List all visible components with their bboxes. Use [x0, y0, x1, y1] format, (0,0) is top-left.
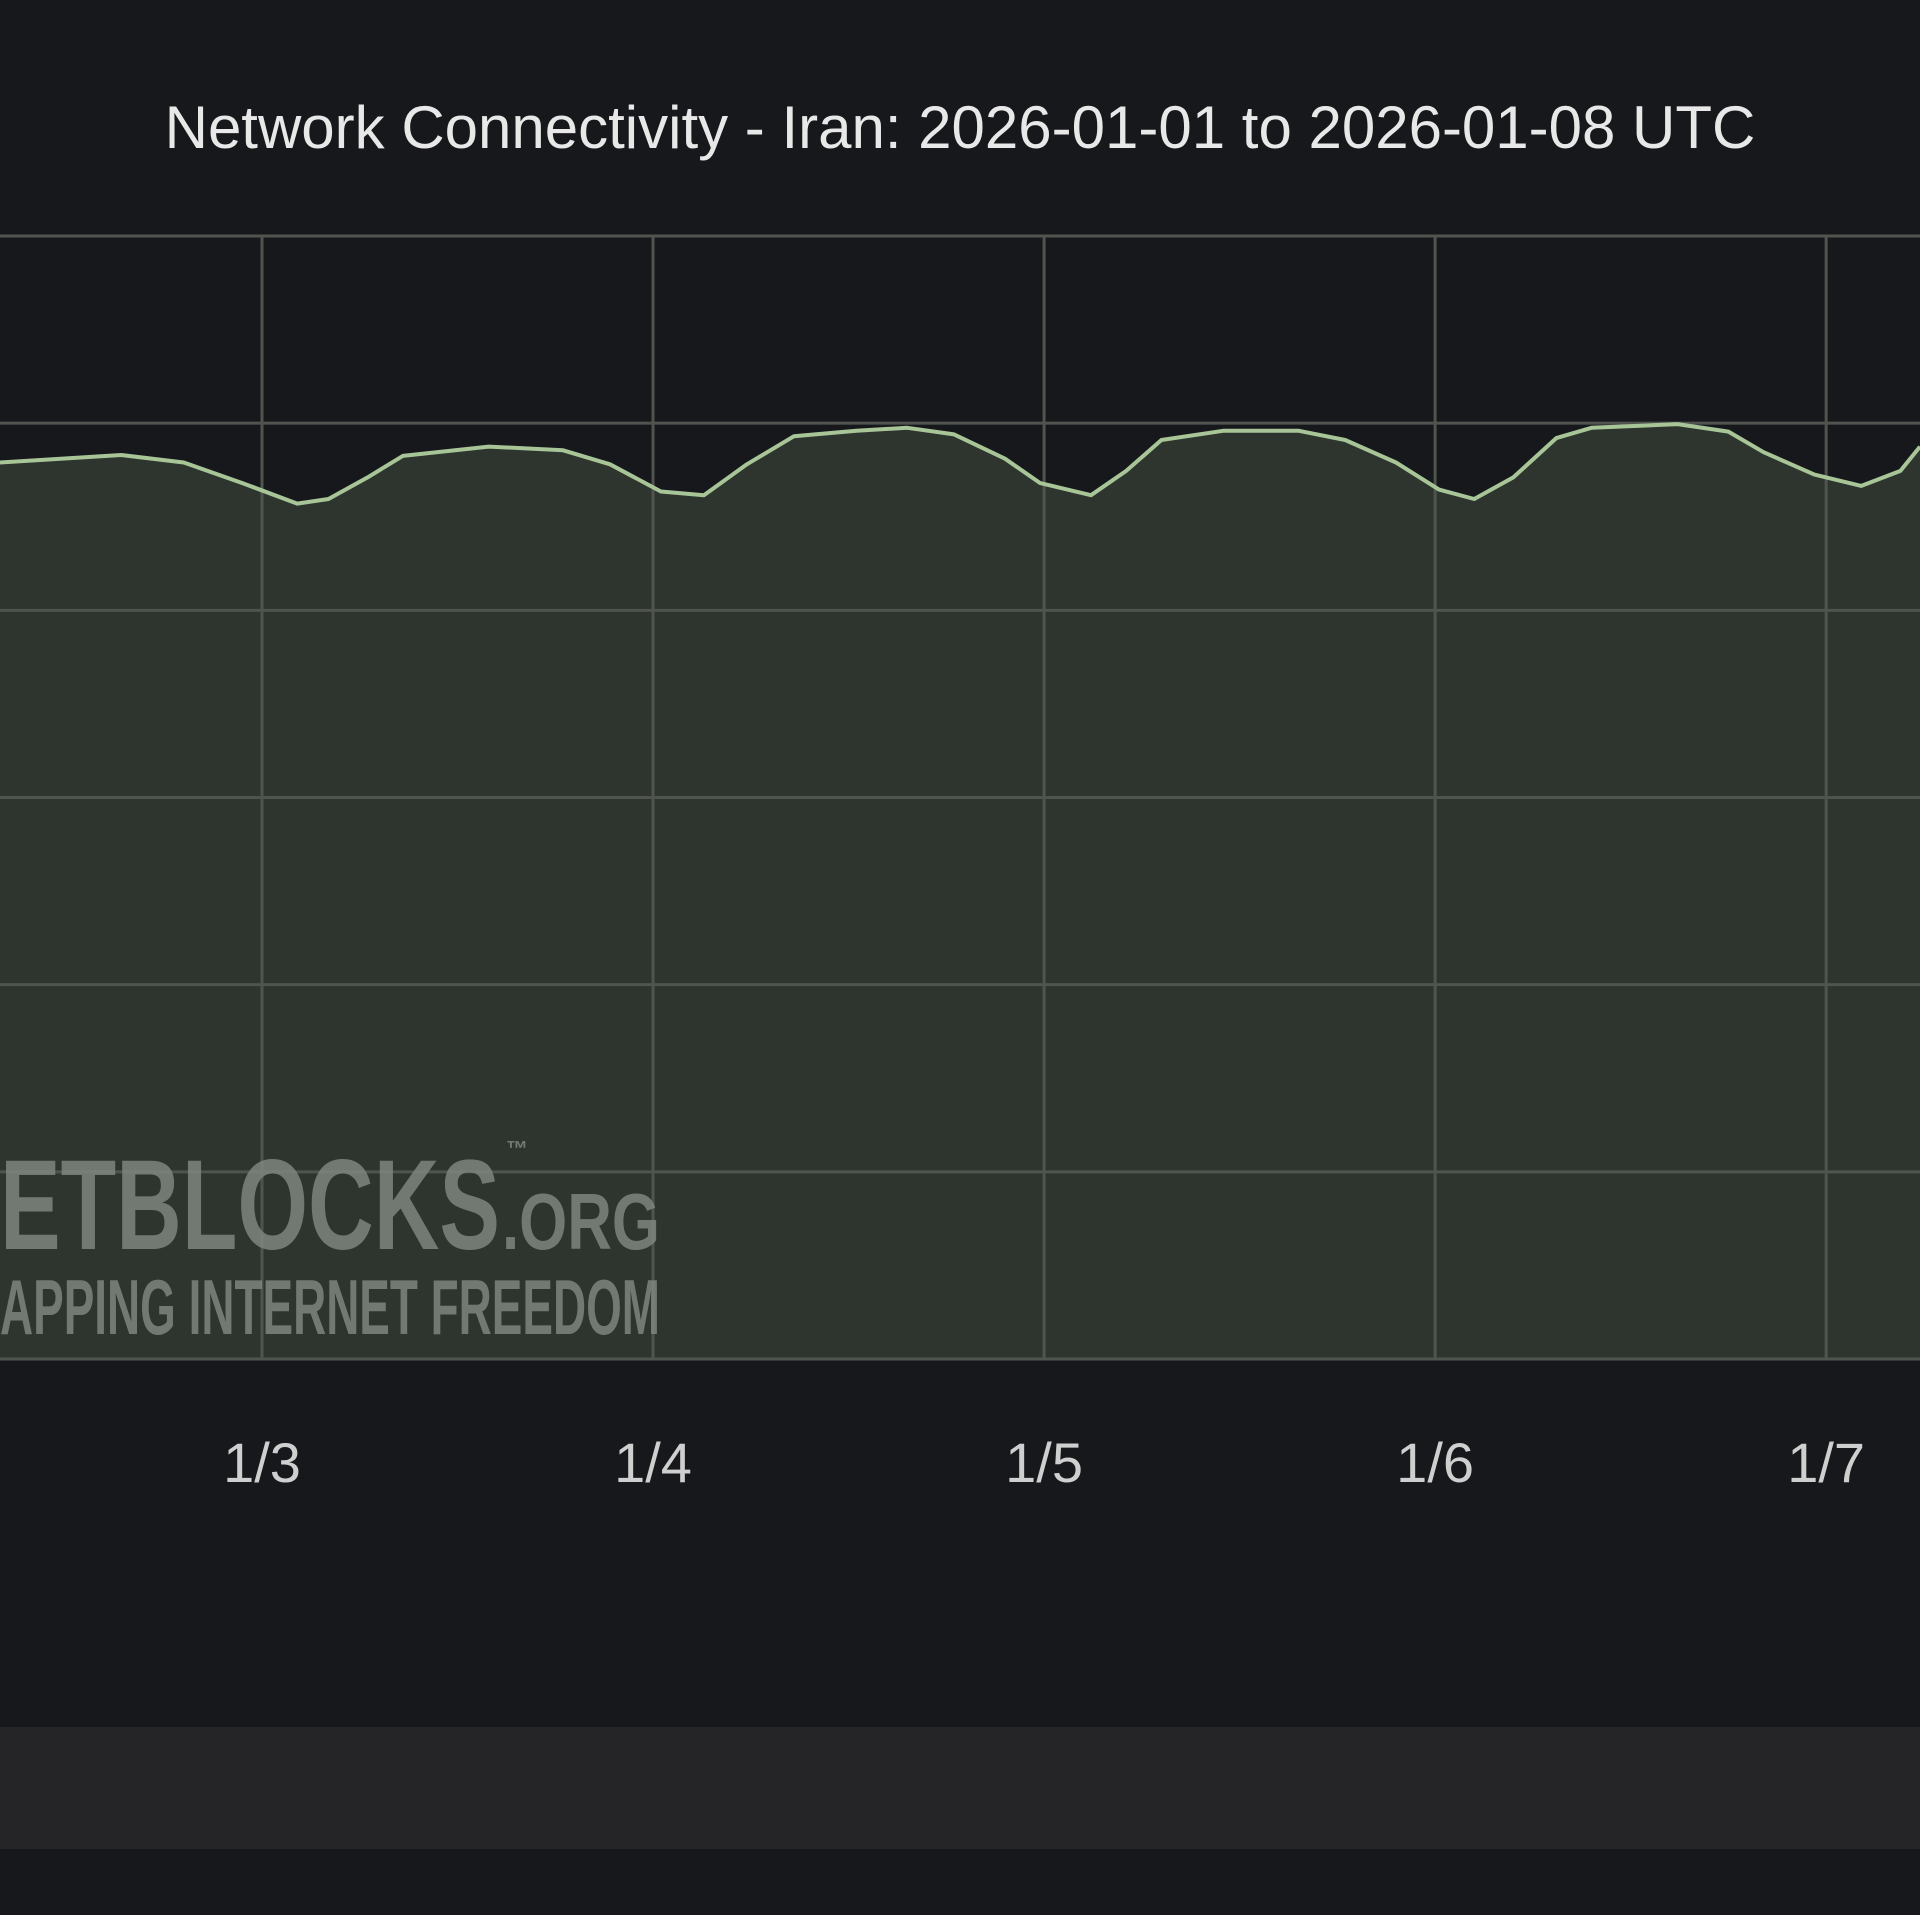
watermark-tagline: APPING INTERNET FREEDOM: [0, 1263, 660, 1351]
x-tick-label: 1/3: [223, 1431, 301, 1494]
area-fill: [0, 424, 1920, 1360]
x-tick-label: 1/7: [1787, 1431, 1865, 1494]
x-tick-label: 1/6: [1396, 1431, 1474, 1494]
watermark-brand: ETBLOCKS: [0, 1134, 500, 1277]
plot-area: [0, 234, 1920, 1361]
watermark-domain: .ORG: [502, 1177, 660, 1266]
x-tick-label: 1/5: [1005, 1431, 1083, 1494]
chart-title: Network Connectivity - Iran: 2026-01-01 …: [165, 94, 1756, 161]
line: [0, 422, 1920, 506]
watermark-tm: ™: [506, 1136, 528, 1161]
x-tick-label: 1/4: [614, 1431, 692, 1494]
bottom-band: [0, 1727, 1920, 1849]
watermark: ETBLOCKS ™ .ORG APPING INTERNET FREEDOM: [0, 1134, 660, 1351]
